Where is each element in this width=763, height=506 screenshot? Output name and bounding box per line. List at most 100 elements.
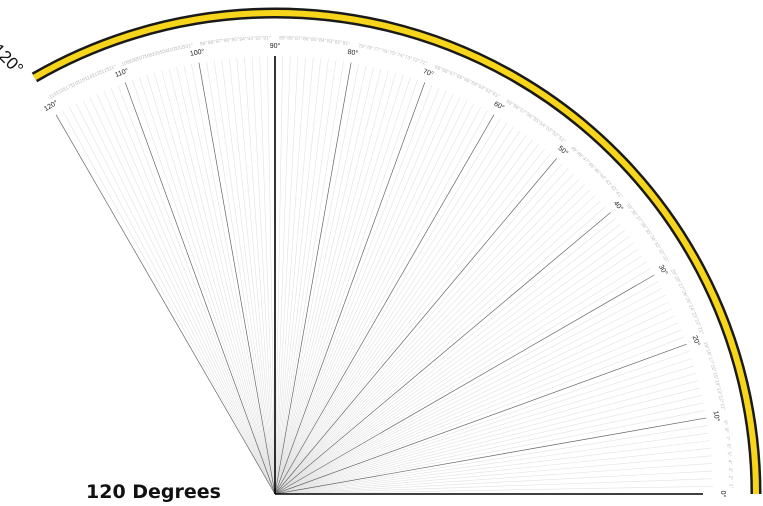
minor-label-53: 53° [544, 125, 554, 134]
minor-label-75: 75° [389, 50, 398, 58]
major-label-50: 50° [556, 144, 569, 157]
minor-line-82 [274, 60, 337, 495]
minor-label-51: 51° [557, 135, 567, 144]
minor-label-14: 14° [713, 379, 721, 388]
minor-line-47 [274, 173, 574, 495]
major-label-20: 20° [691, 334, 702, 347]
minor-label-93: 93° [247, 36, 255, 42]
minor-line-85 [274, 57, 314, 495]
minor-line-42 [274, 200, 601, 495]
minor-line-106 [153, 72, 276, 495]
minor-label-86: 86° [303, 36, 311, 43]
minor-label-39: 39° [624, 202, 633, 212]
minor-label-113: 113° [91, 70, 103, 79]
minor-line-112 [110, 87, 276, 495]
minor-line-108 [139, 77, 276, 495]
minor-line-37 [274, 230, 625, 495]
major-label-40: 40° [612, 199, 625, 212]
minor-line-52 [274, 148, 545, 495]
minor-line-68 [274, 87, 440, 495]
minor-line-36 [274, 236, 630, 495]
minor-line-28 [274, 288, 662, 495]
minor-label-118: 118° [55, 87, 67, 97]
minor-label-12: 12° [717, 395, 724, 404]
minor-label-79: 79° [358, 43, 367, 50]
minor-line-33 [274, 255, 643, 495]
minor-label-114: 114° [84, 73, 96, 83]
minor-label-72: 72° [411, 57, 420, 65]
minor-line-41 [274, 206, 606, 495]
minor-label-81: 81° [342, 40, 350, 47]
minor-line-92 [259, 56, 276, 495]
minor-line-39 [274, 218, 616, 495]
minor-label-112: 112° [99, 67, 111, 76]
minor-label-76: 76° [381, 48, 390, 56]
minor-line-73 [274, 75, 404, 495]
minor-label-23: 23° [690, 311, 698, 320]
minor-line-8 [274, 432, 709, 495]
minor-line-103 [176, 67, 276, 495]
minor-label-44: 44° [598, 173, 608, 183]
minor-label-88: 88° [287, 35, 295, 41]
minor-line-43 [274, 195, 596, 495]
minor-line-76 [274, 68, 382, 495]
minor-line-11 [274, 410, 706, 495]
minor-line-102 [183, 65, 276, 495]
minor-label-61: 61° [491, 91, 501, 100]
major-label-70: 70° [422, 67, 435, 78]
minor-line-99 [206, 61, 276, 495]
minor-label-2: 2° [727, 476, 733, 481]
major-label-60: 60° [492, 100, 505, 112]
minor-line-86 [274, 57, 306, 495]
minor-label-7: 7° [724, 436, 731, 441]
minor-line-49 [274, 163, 563, 495]
minor-label-36: 36° [639, 221, 648, 231]
minor-line-4 [274, 463, 712, 495]
minor-line-119 [62, 110, 276, 495]
minor-label-82: 82° [334, 39, 342, 46]
minor-line-94 [244, 57, 276, 495]
minor-line-16 [274, 372, 697, 495]
outer-arc-band-fill [33, 10, 759, 495]
minor-line-98 [213, 60, 276, 495]
major-line-100 [198, 62, 276, 495]
minor-line-53 [274, 144, 539, 495]
minor-label-73: 73° [404, 54, 413, 62]
minor-line-3 [274, 470, 713, 495]
minor-line-23 [274, 322, 679, 495]
minor-line-65 [274, 96, 461, 495]
minor-label-58: 58° [512, 103, 522, 112]
minor-label-42: 42° [609, 184, 619, 194]
minor-line-54 [274, 139, 533, 495]
minor-label-104: 104° [159, 48, 170, 56]
minor-line-46 [274, 178, 580, 495]
minor-label-13: 13° [715, 387, 723, 396]
minor-line-84 [274, 58, 322, 495]
minor-label-77: 77° [373, 46, 382, 54]
minor-line-64 [274, 100, 468, 495]
major-line-50 [274, 158, 557, 495]
minor-line-78 [274, 65, 367, 495]
minor-line-22 [274, 329, 682, 495]
minor-label-89: 89° [279, 35, 287, 41]
minor-label-19: 19° [702, 341, 710, 350]
minor-label-15: 15° [711, 372, 719, 381]
minor-label-105: 105° [151, 50, 163, 58]
minor-label-27: 27° [677, 282, 686, 291]
minor-line-55 [274, 135, 527, 495]
minor-label-97: 97° [215, 38, 223, 45]
minor-line-115 [89, 96, 276, 495]
major-label-90: 90° [270, 42, 281, 50]
major-line-30 [274, 274, 655, 495]
minor-line-5 [274, 455, 712, 495]
minor-label-4: 4° [726, 460, 732, 465]
minor-label-32: 32° [657, 248, 666, 258]
minor-label-31: 31° [661, 255, 670, 265]
minor-line-32 [274, 261, 647, 495]
minor-line-2 [274, 478, 713, 495]
minor-line-69 [274, 84, 433, 495]
minor-line-96 [228, 58, 276, 495]
minor-label-117: 117° [62, 83, 74, 93]
minor-line-58 [274, 122, 508, 495]
minor-line-116 [82, 100, 276, 495]
